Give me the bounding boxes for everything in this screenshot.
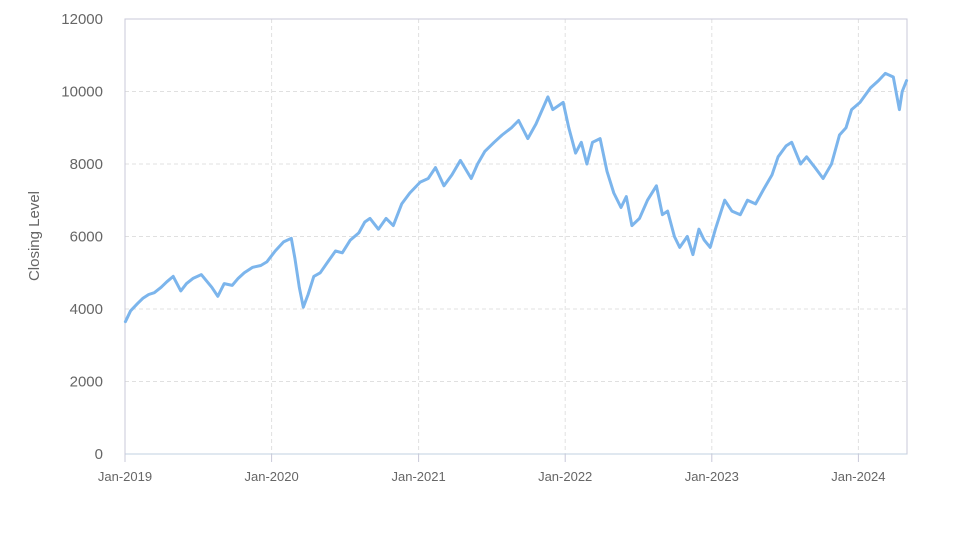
axis-layer [124,19,907,455]
y-tick-label: 8000 [70,156,103,173]
x-tick-label: Jan-2023 [685,469,739,484]
y-tick-label: 6000 [70,229,103,246]
x-axis-ticks: Jan-2019 Jan-2020 Jan-2021 Jan-2022 Jan-2023… [98,454,886,484]
x-tick-label: Jan-2022 [538,469,592,484]
y-tick-label: 12000 [61,11,103,28]
series-line [123,71,909,324]
y-axis-title: Closing Level [26,191,43,281]
x-tick-label: Jan-2021 [391,469,445,484]
x-tick-label: Jan-2020 [244,469,298,484]
x-tick-label: Jan-2019 [98,469,152,484]
grid-layer [125,18,907,454]
x-tick-label: Jan-2024 [831,469,885,484]
y-axis-ticks: 0 2000 4000 6000 8000 10000 12000 [61,11,103,463]
y-tick-label: 4000 [70,301,103,318]
y-tick-label: 2000 [70,374,103,391]
y-tick-label: 10000 [61,84,103,101]
y-tick-label: 0 [95,446,103,463]
plot-frame [124,18,908,455]
